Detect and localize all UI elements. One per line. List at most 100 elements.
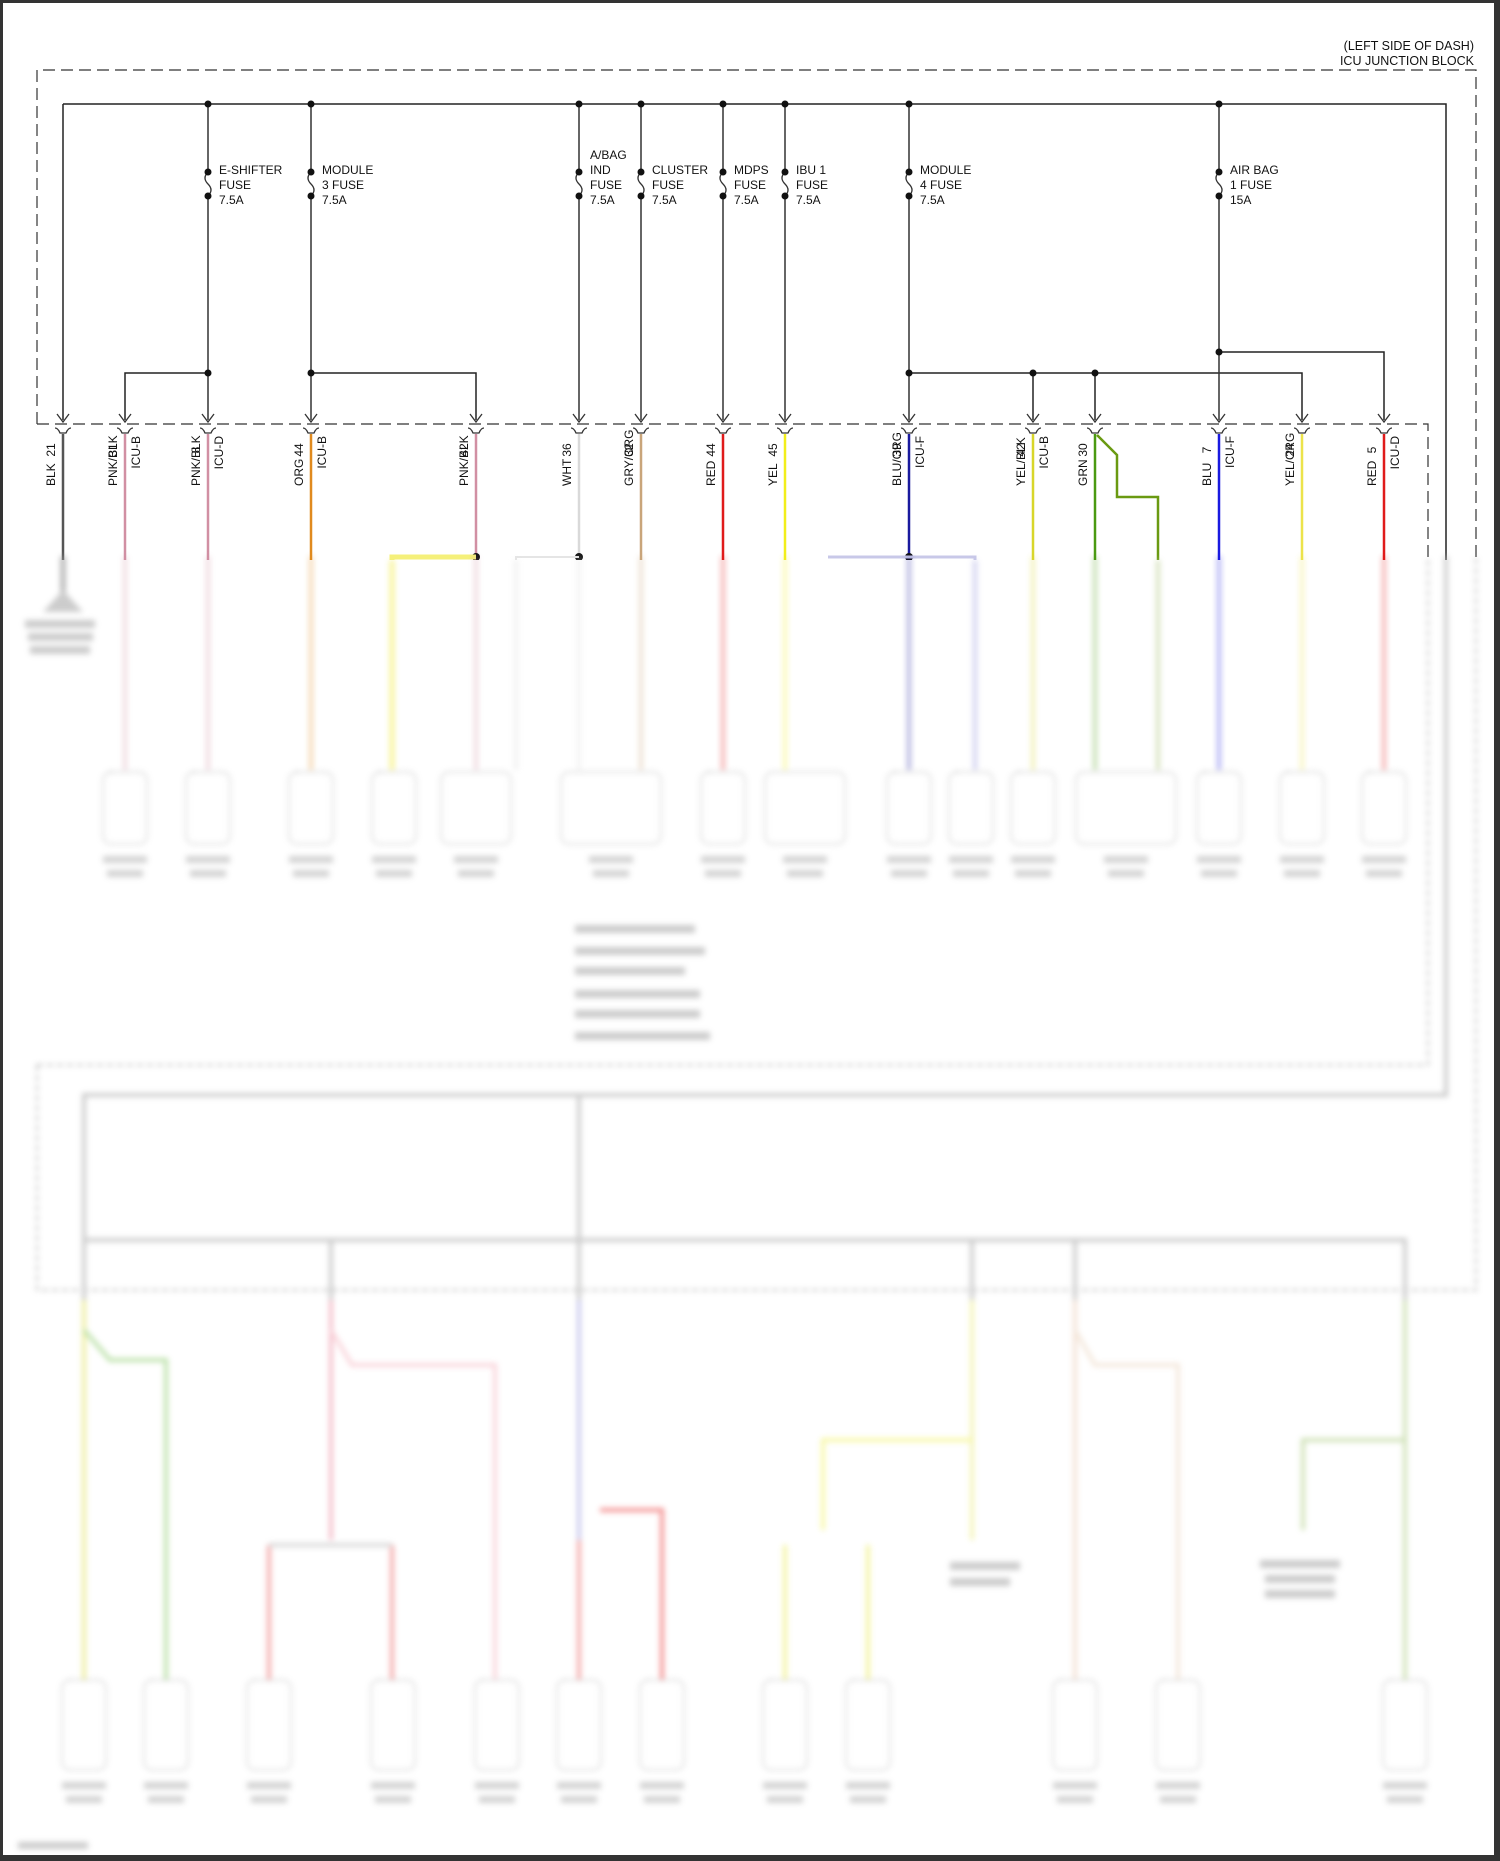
lower-junction-outline bbox=[36, 556, 1477, 1291]
wire-pin-number: 42 bbox=[1014, 443, 1028, 457]
fuse-label: CLUSTER bbox=[652, 163, 708, 177]
legend-block bbox=[575, 925, 710, 1040]
wire-color-label: ORG bbox=[292, 459, 306, 486]
wire: RED 5 ICU-D bbox=[1365, 413, 1402, 560]
fuse-label: A/BAG bbox=[590, 148, 627, 162]
fuse-label: IBU 1 bbox=[796, 163, 826, 177]
wire-pin-number: 36 bbox=[560, 443, 574, 457]
wire-pin-number: 44 bbox=[704, 443, 718, 457]
fuse-label: FUSE bbox=[796, 178, 828, 192]
wire: BLK 21 bbox=[44, 413, 72, 560]
wire-pin-number: 42 bbox=[457, 443, 471, 457]
blurred-labels bbox=[18, 620, 1340, 1849]
wire-color-label: YEL/BLK bbox=[1014, 437, 1028, 486]
fuse-label: 7.5A bbox=[796, 193, 821, 207]
connector-id: ICU-B bbox=[1037, 436, 1051, 469]
wire-color-label: GRY/ORG bbox=[622, 430, 636, 486]
fuse-label: FUSE bbox=[590, 178, 622, 192]
wire-color-label: YEL/ORG bbox=[1283, 433, 1297, 486]
fuse-label: 7.5A bbox=[652, 193, 677, 207]
component bbox=[1279, 771, 1325, 877]
connector-id: ICU-F bbox=[1223, 436, 1237, 468]
fuse-label: MODULE bbox=[322, 163, 373, 177]
fuse-label: 4 FUSE bbox=[920, 178, 962, 192]
wire-pin-number: 8 bbox=[189, 446, 203, 453]
connector-id: ICU-B bbox=[315, 436, 329, 469]
grn-wire-branch bbox=[1096, 434, 1160, 560]
upper-component-group bbox=[102, 771, 1407, 877]
blurred-lower-diagram bbox=[0, 556, 1500, 1861]
junction-block-location: (LEFT SIDE OF DASH) bbox=[1344, 39, 1474, 53]
connector-id: ICU-D bbox=[212, 436, 226, 470]
component bbox=[61, 1679, 107, 1803]
component bbox=[700, 771, 746, 877]
lower-wire-group bbox=[43, 556, 1386, 770]
wire-color-label: WHT bbox=[560, 458, 574, 486]
component bbox=[762, 1679, 808, 1803]
wire-color-label: PNK/BLK bbox=[106, 435, 120, 486]
wire-pin-number: 32 bbox=[622, 443, 636, 457]
component bbox=[288, 771, 334, 877]
fuse-label: 7.5A bbox=[734, 193, 759, 207]
fuse-label: FUSE bbox=[219, 178, 251, 192]
component bbox=[246, 1679, 292, 1803]
wht-branch bbox=[515, 556, 579, 560]
component bbox=[764, 771, 846, 877]
fuse-label: FUSE bbox=[652, 178, 684, 192]
wiring-diagram-top: (LEFT SIDE OF DASH) ICU JUNCTION BLOCK E… bbox=[36, 39, 1477, 560]
wire-color-label: PNK/BLK bbox=[457, 435, 471, 486]
component bbox=[102, 771, 148, 877]
component bbox=[639, 1679, 685, 1803]
wire-color-label: GRN bbox=[1076, 459, 1090, 486]
fuse-label: 7.5A bbox=[322, 193, 347, 207]
fuse-label: IND bbox=[590, 163, 611, 177]
connector-id: ICU-F bbox=[913, 436, 927, 468]
lower-bus bbox=[82, 556, 1448, 1300]
component bbox=[560, 771, 662, 877]
component bbox=[143, 1679, 189, 1803]
wire: GRN 30 bbox=[1076, 413, 1104, 560]
lower-component-group bbox=[61, 1679, 1428, 1803]
wire-color-label: BLU/ORG bbox=[890, 432, 904, 486]
junction-block-inner-outline bbox=[37, 423, 1429, 560]
fuse-label: AIR BAG bbox=[1230, 163, 1279, 177]
component bbox=[371, 771, 417, 877]
component bbox=[1382, 1679, 1428, 1803]
component bbox=[1155, 1679, 1201, 1803]
wire-color-label: BLU bbox=[1200, 463, 1214, 486]
fuse-label: 1 FUSE bbox=[1230, 178, 1272, 192]
power-bus bbox=[62, 103, 1447, 560]
wire-pin-number: 45 bbox=[766, 443, 780, 457]
wire-pin-number: 39 bbox=[890, 443, 904, 457]
junction-block-title: ICU JUNCTION BLOCK bbox=[1340, 54, 1475, 68]
component bbox=[1052, 1679, 1098, 1803]
wire-pin-number: 21 bbox=[44, 443, 58, 457]
component bbox=[1361, 771, 1407, 877]
wire-pin-number: 30 bbox=[1076, 443, 1090, 457]
fuse-label: MDPS bbox=[734, 163, 769, 177]
component bbox=[1010, 771, 1056, 877]
lower-colored-wires bbox=[82, 1300, 1407, 1680]
wire-color-label: RED bbox=[704, 460, 718, 486]
wire-pin-number: 31 bbox=[106, 443, 120, 457]
fuse-label: 7.5A bbox=[590, 193, 615, 207]
yel-branch bbox=[389, 554, 476, 560]
component bbox=[474, 1679, 520, 1803]
wire-pin-number: 7 bbox=[1200, 446, 1214, 453]
connector-id: ICU-B bbox=[129, 436, 143, 469]
